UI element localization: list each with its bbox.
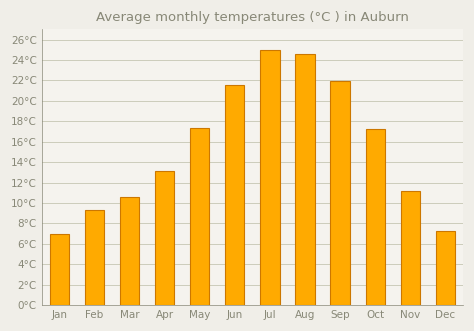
- Title: Average monthly temperatures (°C ) in Auburn: Average monthly temperatures (°C ) in Au…: [96, 11, 409, 24]
- Bar: [85, 210, 104, 305]
- Bar: [295, 54, 315, 305]
- Bar: [401, 191, 420, 305]
- Bar: [120, 197, 139, 305]
- Bar: [190, 128, 210, 305]
- Bar: [260, 50, 280, 305]
- Bar: [155, 171, 174, 305]
- Bar: [225, 84, 245, 305]
- Bar: [330, 81, 350, 305]
- Bar: [365, 129, 385, 305]
- Bar: [436, 230, 455, 305]
- Bar: [50, 234, 69, 305]
